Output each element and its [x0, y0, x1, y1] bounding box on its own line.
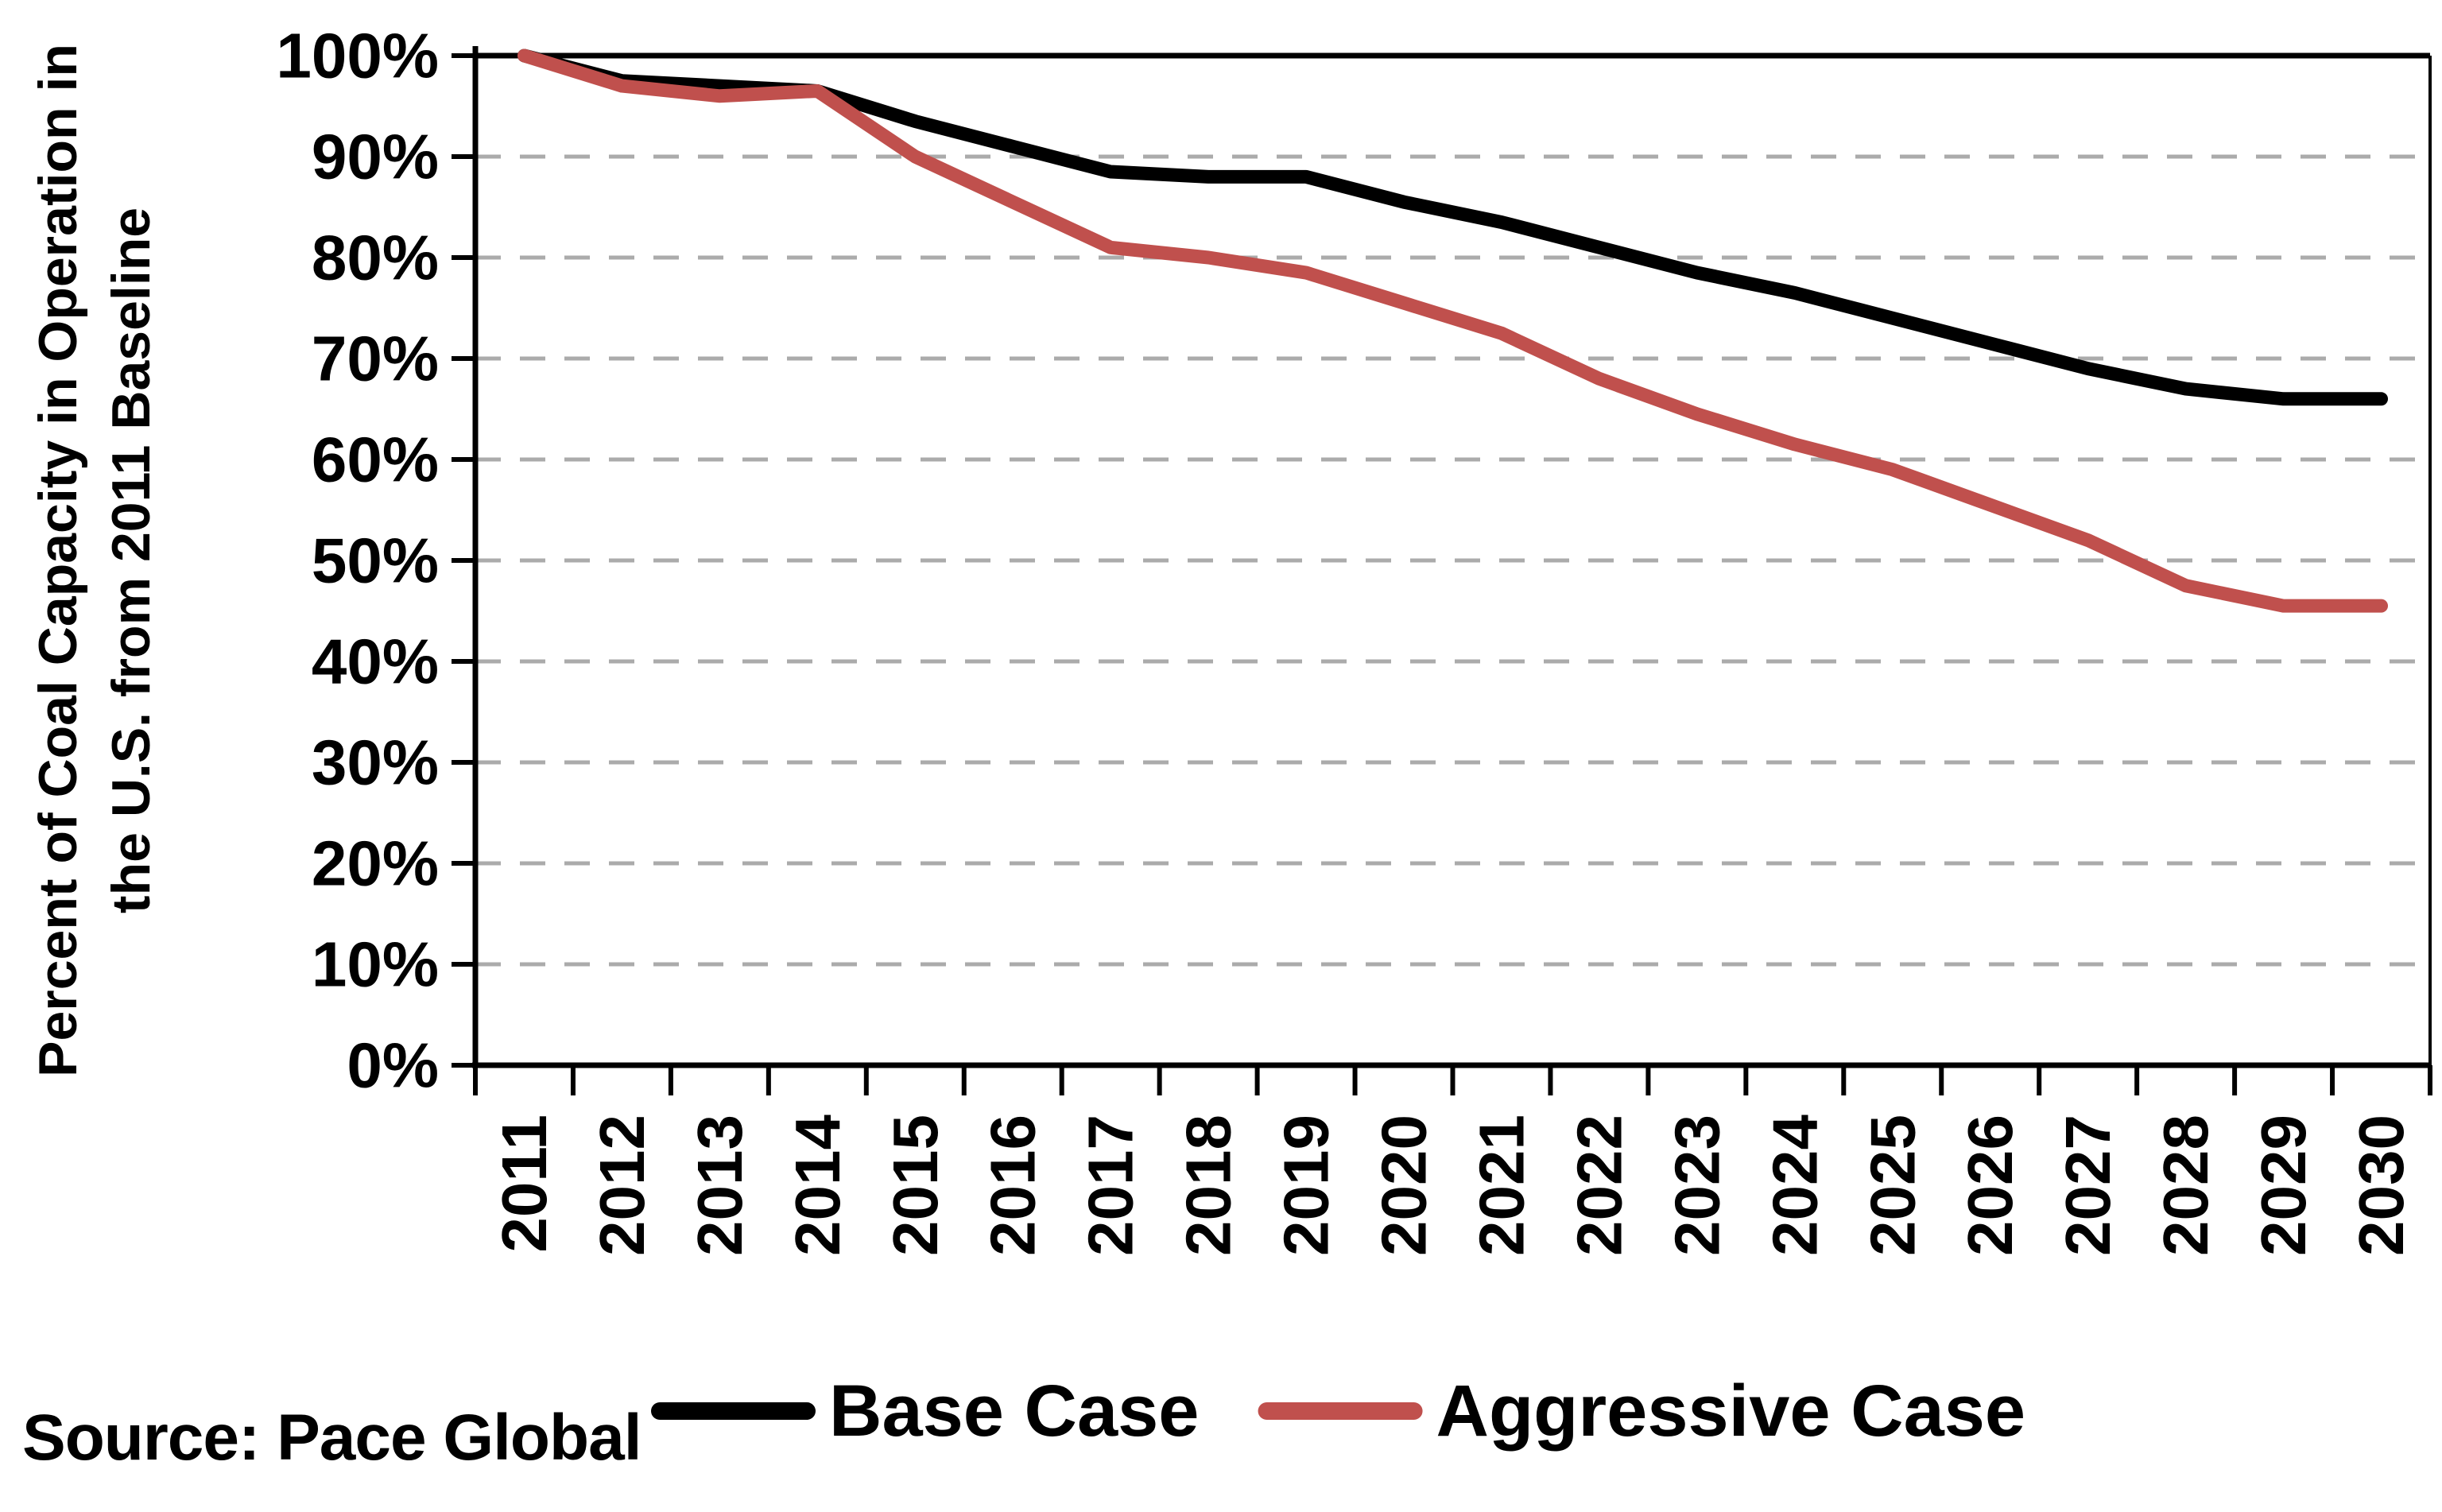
x-tick-label: 2024	[1759, 1114, 1830, 1255]
x-tick-label: 2027	[2052, 1115, 2123, 1256]
x-tick-label: 2025	[1857, 1115, 1928, 1256]
x-tick-label: 2017	[1076, 1115, 1146, 1256]
y-tick-label: 0%	[347, 1030, 439, 1101]
y-axis-title-line1: Percent of Coal Capacity in Operation in	[28, 44, 88, 1077]
y-tick-label: 60%	[312, 425, 439, 495]
x-tick-label: 2015	[880, 1115, 951, 1256]
x-tick-label: 2012	[587, 1115, 657, 1256]
legend-label-aggressive-case: Aggressive Case	[1436, 1370, 2026, 1452]
y-tick-label: 70%	[312, 324, 439, 394]
x-tick-label: 2023	[1661, 1115, 1732, 1256]
y-tick-label: 30%	[312, 727, 439, 798]
x-tick-label: 2019	[1271, 1115, 1342, 1256]
series-line-aggressive-case	[517, 48, 2389, 613]
x-tick-label: 2016	[978, 1115, 1049, 1256]
y-axis-title-line2: the U.S. from 2011 Baseline	[101, 207, 161, 913]
x-tick-label: 2018	[1173, 1115, 1244, 1256]
y-tick-label: 100%	[276, 21, 439, 91]
x-tick-label: 2026	[1955, 1115, 2025, 1256]
x-tick-label: 2011	[489, 1115, 560, 1253]
y-tick-label: 90%	[312, 122, 439, 192]
x-tick-label: 2022	[1564, 1115, 1634, 1256]
x-tick-label: 2014	[782, 1114, 853, 1255]
x-tick-label: 2028	[2150, 1115, 2221, 1256]
x-tick-label: 2020	[1369, 1115, 1440, 1256]
legend-label-base-case: Base Case	[829, 1370, 1199, 1452]
x-tick-label: 2030	[2346, 1115, 2417, 1256]
x-tick-label: 2029	[2248, 1115, 2319, 1256]
source-note: Source: Pace Global	[22, 1402, 642, 1474]
y-tick-label: 20%	[312, 828, 439, 899]
x-tick-label: 2013	[684, 1115, 755, 1256]
y-tick-label: 40%	[312, 626, 439, 697]
y-tick-label: 10%	[312, 929, 439, 1000]
x-tick-label: 2021	[1466, 1115, 1537, 1256]
series-line-base-case	[517, 48, 2389, 406]
y-tick-label: 50%	[312, 525, 439, 596]
y-tick-label: 80%	[312, 223, 439, 293]
